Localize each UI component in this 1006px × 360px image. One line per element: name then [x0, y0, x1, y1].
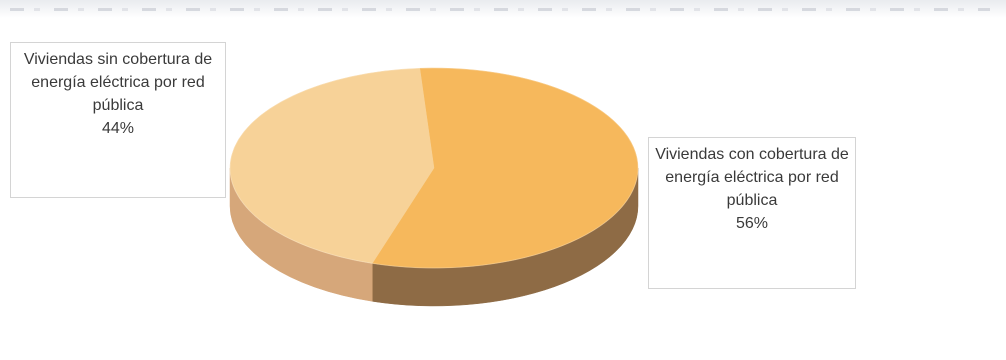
pie-slice-sin-cobertura: [229, 67, 435, 264]
scan-shading: [0, 0, 1006, 18]
data-label-con-cobertura: Viviendas con cobertura de energía eléct…: [648, 137, 856, 289]
pie-rim: [229, 67, 639, 269]
pie-slice-con-cobertura: [371, 67, 639, 269]
data-label-percent: 44%: [101, 120, 135, 137]
data-label-percent: 56%: [735, 215, 769, 232]
data-label-name: Viviendas sin cobertura de energía eléct…: [23, 51, 213, 114]
scan-noise: [10, 8, 990, 11]
data-label-sin-cobertura: Viviendas sin cobertura de energía eléct…: [10, 42, 226, 198]
data-label-name: Viviendas con cobertura de energía eléct…: [655, 146, 849, 209]
